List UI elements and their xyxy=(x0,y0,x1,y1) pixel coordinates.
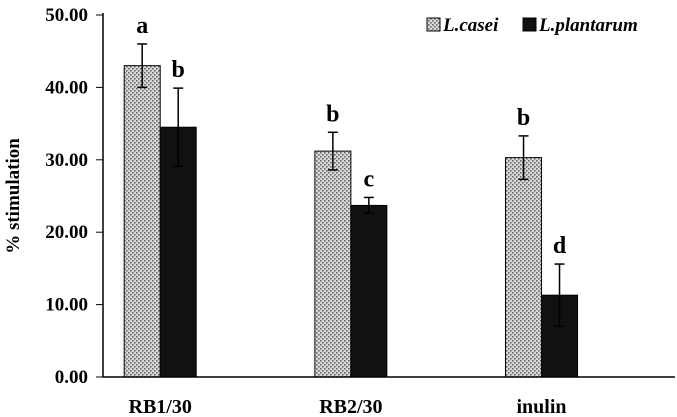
category-label-2: inulin xyxy=(517,396,567,417)
y-tick-label-0: 0.00 xyxy=(55,367,88,388)
bar-plantarum-1 xyxy=(350,204,388,378)
y-axis-label: % stimulation xyxy=(3,138,24,254)
y-tick-label-4: 40.00 xyxy=(45,77,88,98)
significance-label-plantarum-1: c xyxy=(364,166,375,192)
legend-swatch-casei xyxy=(426,17,441,32)
category-label-0: RB1/30 xyxy=(129,396,192,417)
y-tick-label-3: 30.00 xyxy=(45,150,88,171)
bar-casei-0 xyxy=(123,65,161,378)
significance-label-casei-0: a xyxy=(136,13,148,39)
bar-plantarum-0 xyxy=(159,126,197,378)
legend: L.casei L.plantarum xyxy=(426,15,638,36)
y-tick-label-2: 20.00 xyxy=(45,222,88,243)
significance-label-plantarum-2: d xyxy=(553,233,567,259)
significance-label-plantarum-0: b xyxy=(172,57,185,83)
bar-casei-1 xyxy=(314,150,352,378)
category-label-1: RB2/30 xyxy=(319,396,382,417)
legend-swatch-plantarum xyxy=(522,17,537,32)
legend-label-casei: L.casei xyxy=(442,15,499,36)
significance-label-casei-2: b xyxy=(517,105,530,131)
legend-label-plantarum: L.plantarum xyxy=(538,15,638,36)
bar-casei-2 xyxy=(505,157,543,378)
y-tick-label-5: 50.00 xyxy=(45,5,88,26)
significance-label-casei-1: b xyxy=(326,101,339,127)
y-tick-label-1: 10.00 xyxy=(45,295,88,316)
